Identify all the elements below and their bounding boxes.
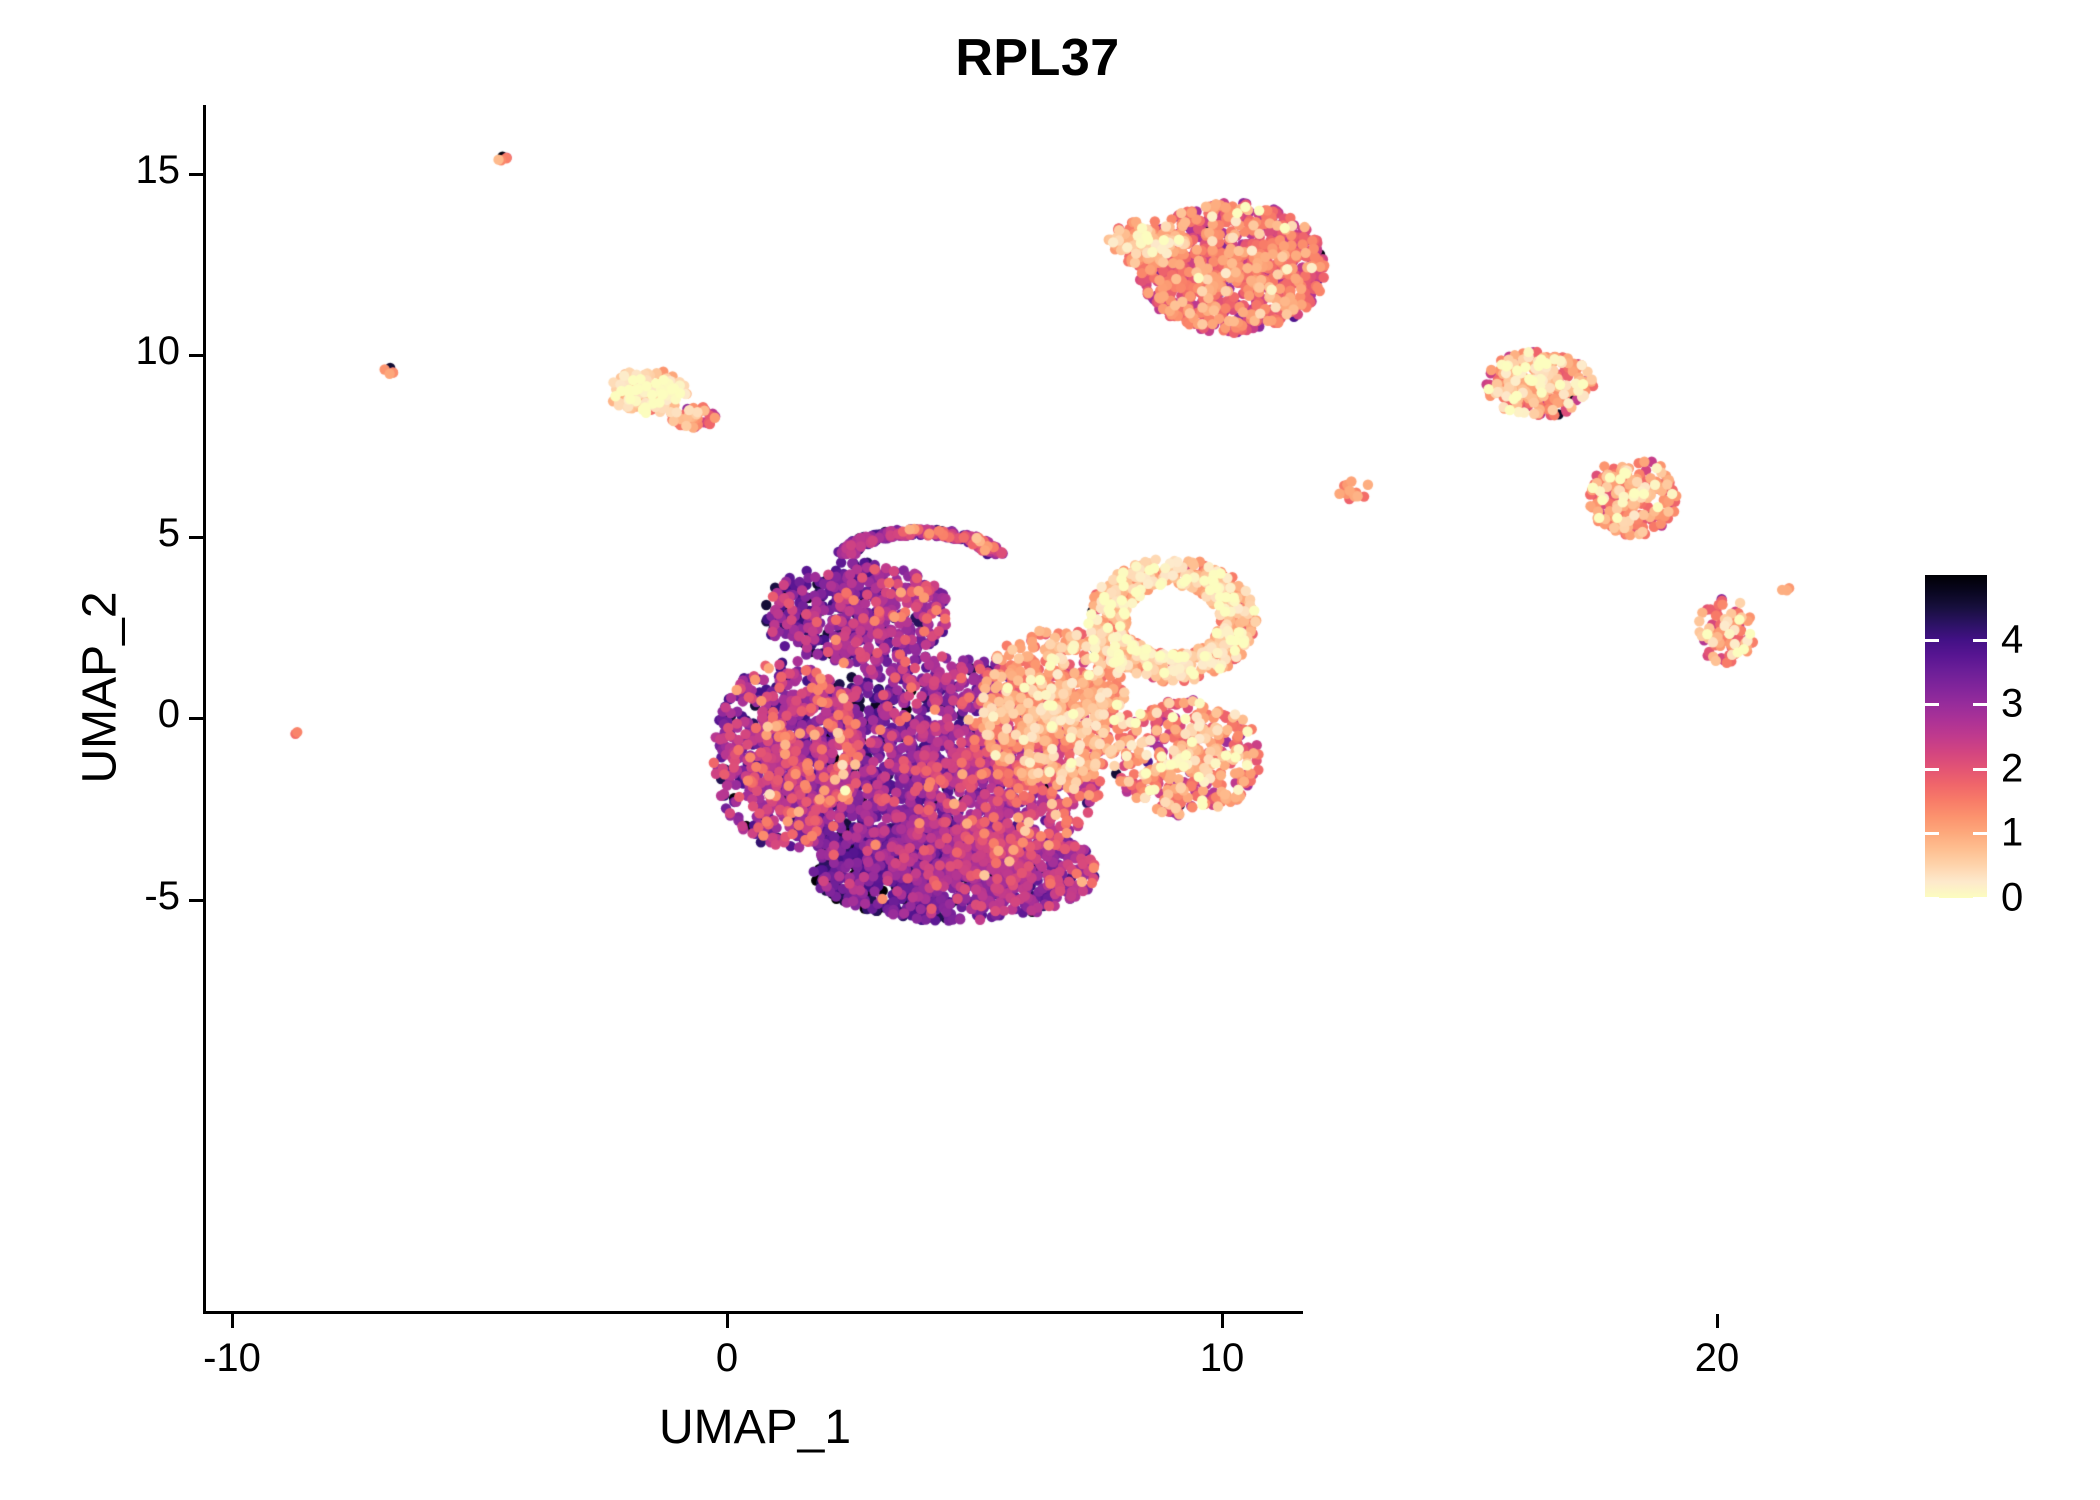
y-tick-label: 15 bbox=[135, 147, 181, 192]
color-legend-tick-mark bbox=[1973, 767, 1987, 771]
x-axis-label: UMAP_1 bbox=[658, 1401, 852, 1454]
color-legend-tick-mark bbox=[1925, 897, 1939, 900]
plot-panel bbox=[205, 105, 1890, 1313]
color-legend-tick-label: 0 bbox=[2001, 875, 2024, 920]
y-tick-mark bbox=[189, 354, 203, 357]
color-legend-tick-mark bbox=[1925, 703, 1939, 707]
x-tick-label: -10 bbox=[203, 1336, 261, 1380]
color-legend-tick-mark bbox=[1973, 703, 1987, 707]
y-tick-label: 10 bbox=[135, 329, 181, 373]
color-legend-tick-mark bbox=[1973, 897, 1987, 900]
y-tick-label: -5 bbox=[144, 873, 180, 918]
y-tick-label: 5 bbox=[157, 510, 180, 555]
x-tick-label: 0 bbox=[715, 1336, 739, 1380]
y-tick-mark bbox=[189, 898, 203, 902]
x-tick-mark bbox=[726, 1314, 729, 1328]
x-tick-mark bbox=[1221, 1314, 1224, 1328]
color-legend-tick-mark bbox=[1925, 638, 1939, 642]
color-legend-gradient-bar bbox=[1925, 575, 1987, 898]
color-legend-tick-label: 1 bbox=[2001, 810, 2024, 855]
color-legend-tick-label: 2 bbox=[2001, 746, 2024, 791]
y-axis-label: UMAP_2 bbox=[73, 591, 127, 784]
y-tick-mark bbox=[189, 717, 203, 720]
color-legend-tick-mark bbox=[1973, 638, 1987, 642]
y-tick-mark bbox=[189, 535, 203, 539]
y-tick-mark bbox=[189, 172, 203, 176]
scatter-plot-canvas bbox=[205, 105, 1890, 1313]
x-tick-label: 10 bbox=[1199, 1336, 1245, 1380]
page-title: RPL37 bbox=[955, 29, 1120, 87]
color-legend-tick-mark bbox=[1925, 767, 1939, 771]
color-legend-tick-label: 4 bbox=[2001, 617, 2024, 662]
color-legend: 4 3 2 1 0 bbox=[1925, 575, 2075, 920]
x-tick-label: 20 bbox=[1694, 1336, 1740, 1380]
color-legend-tick-mark bbox=[1973, 832, 1987, 836]
x-axis-line bbox=[203, 1311, 1303, 1314]
x-tick-mark bbox=[1716, 1314, 1719, 1328]
color-legend-tick-label: 3 bbox=[2001, 681, 2024, 726]
x-tick-mark bbox=[231, 1314, 234, 1328]
y-tick-label: 0 bbox=[157, 692, 180, 736]
y-axis-line bbox=[203, 105, 206, 1313]
color-legend-tick-mark bbox=[1925, 832, 1939, 836]
